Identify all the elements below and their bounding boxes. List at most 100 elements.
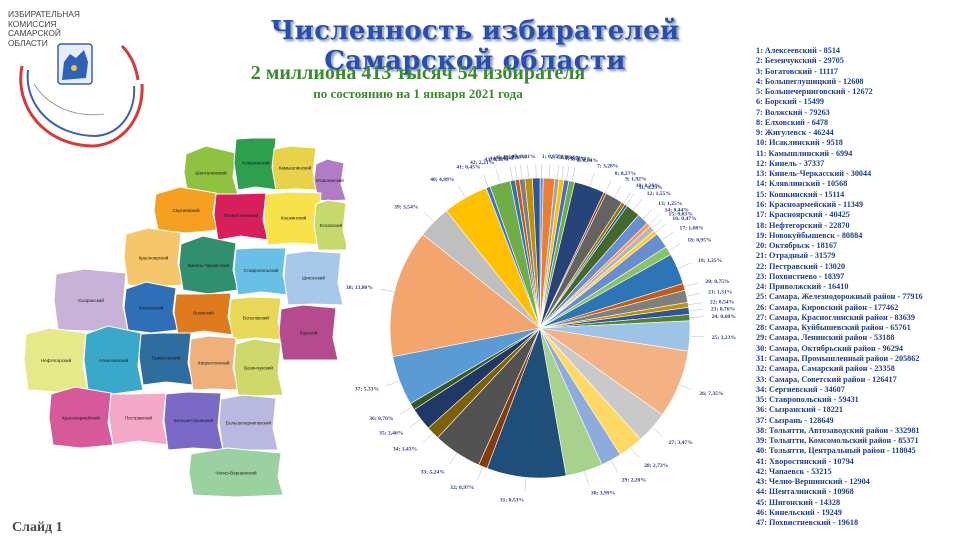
pie-slice-38: [389, 233, 541, 358]
pie-leader-line: [449, 452, 458, 465]
voters-total: 2 миллиона 413 тысяч 54 избирателя: [250, 62, 586, 84]
pie-label-1: 1; 0,35%: [542, 154, 564, 160]
pie-leader-line: [380, 288, 395, 293]
legend-item: 41: Хворостянский - 10794: [756, 456, 854, 466]
pie-label-4: 4; 0,52%: [565, 156, 587, 162]
pie-label-16: 16; 0,47%: [672, 216, 697, 222]
pie-leader-line: [655, 223, 667, 233]
legend-item: 43: Челно-Вершинский - 12904: [756, 477, 870, 487]
pie-leader-line: [684, 282, 698, 288]
pie-label-46: 46; 0,80%: [503, 154, 528, 160]
legend-item: 39: Тольятти, Комсомольский район - 8537…: [756, 436, 919, 446]
pie-leader-line: [589, 173, 595, 187]
pie-leader-line: [496, 169, 501, 184]
pie-leader-line: [623, 191, 632, 204]
legend-item: 42: Чапаевск - 53215: [756, 466, 832, 476]
pie-label-33: 33; 5,24%: [421, 469, 446, 475]
legend-item: 8: Елховский - 6478: [756, 117, 829, 127]
pie-leader-line: [458, 185, 466, 198]
pie-label-27: 27; 3,47%: [669, 440, 694, 446]
legend-item: 37: Сызрань - 128649: [756, 415, 834, 425]
pie-leader-line: [477, 466, 484, 480]
pie-label-9: 9; 1,92%: [625, 177, 647, 183]
legend-item: 10: Исаклинский - 9518: [756, 138, 843, 148]
pie-label-3: 3; 0,46%: [560, 155, 582, 161]
map-region-label: Пестравский: [125, 415, 153, 421]
pie-label-29: 29; 2,20%: [622, 477, 647, 483]
pie-leader-line: [584, 471, 589, 485]
pie-label-23: 23; 0,76%: [711, 306, 736, 312]
legend-item: 9: Жигулевск - 46244: [756, 128, 834, 138]
election-commission-logo: [19, 43, 144, 148]
map-region-label: Большечерниговский: [226, 420, 272, 426]
legend-item: 47: Похвистневский - 19618: [756, 518, 859, 528]
pie-leader-line: [520, 165, 523, 180]
pie-label-44: 44; 0,45%: [490, 156, 515, 162]
pie-label-13: 13; 1,25%: [658, 201, 683, 207]
pie-label-21: 21; 1,31%: [708, 290, 733, 296]
pie-label-14: 14; 0,44%: [665, 207, 690, 213]
pie-label-41: 41; 0,45%: [456, 165, 481, 171]
pie-leader-line: [661, 231, 674, 241]
pie-leader-line: [668, 243, 681, 251]
map-region-label: Хворостянский: [198, 360, 230, 366]
pie-leader-line: [604, 180, 612, 193]
legend-item: 21: Отрадный - 31579: [756, 251, 836, 261]
pie-leader-line: [642, 208, 653, 220]
pie-label-43: 43; 0,53%: [484, 157, 509, 163]
pie-label-34: 34; 1,43%: [393, 446, 418, 452]
legend-item: 5: Большечерниговский - 12672: [756, 87, 873, 97]
district-legend: 1: Алексеевский - 8514 2: Безенчукский - …: [756, 46, 960, 528]
legend-item: 32: Самара, Самарский район - 23358: [756, 364, 895, 374]
legend-item: 30: Самара, Октябрьский район - 96294: [756, 343, 904, 353]
logo-text-line: ИЗБИРАТЕЛЬНАЯ: [8, 9, 80, 19]
voters-pie-chart: 1; 0,35%2; 1,23%3; 0,46%4; 0,52%5; 0,53%…: [346, 154, 736, 503]
map-region-label: Исаклинский: [316, 177, 344, 183]
pie-label-39: 39; 3,54%: [394, 204, 419, 210]
map-region-label: Сызранский: [78, 297, 104, 303]
legend-item: 13: Кинель-Черкасский - 30044: [756, 169, 872, 179]
legend-item: 35: Ставропольский - 59431: [756, 395, 859, 405]
map-region-label: Камышлинский: [279, 165, 312, 171]
logo-text: ИЗБИРАТЕЛЬНАЯ КОМИССИЯ САМАРСКОЙ ОБЛАСТИ: [8, 9, 80, 48]
pie-leader-line: [483, 174, 489, 188]
legend-item: 34: Сергиевский - 34607: [756, 384, 845, 394]
legend-item: 15: Кошкинский - 15114: [756, 189, 845, 199]
pie-label-38: 38; 13,80%: [346, 285, 373, 291]
pie-leader-line: [524, 477, 527, 492]
pie-leader-line: [561, 165, 564, 180]
map-region-label: Сергиевский: [172, 207, 199, 213]
pie-leader-line: [566, 166, 570, 181]
map-region: [278, 304, 339, 361]
pie-leader-line: [678, 384, 693, 390]
map-region-label: Нефтегорский: [41, 357, 72, 363]
legend-item: 22: Пестравский - 13020: [756, 261, 846, 271]
pie-leader-line: [611, 459, 619, 473]
pie-label-15: 15; 0,63%: [669, 212, 694, 218]
map-region-label: Борский: [300, 330, 318, 336]
map-region-label: Красноармейский: [62, 415, 100, 421]
pie-label-31: 31; 8,53%: [500, 497, 525, 503]
pie-label-6: 6; 0,64%: [577, 158, 599, 164]
logo-text-line: КОМИССИЯ: [8, 18, 57, 29]
pie-leader-line: [648, 214, 659, 225]
map-region-label: Волжский: [193, 310, 214, 316]
map-region: [188, 447, 284, 498]
map-region: [313, 199, 346, 251]
map-region-label: Безенчукский: [244, 365, 273, 371]
legend-item: 45: Шигонский - 14328: [756, 497, 841, 507]
map-region-label: Ставропольский: [244, 267, 279, 273]
pie-label-10: 10; 0,39%: [636, 183, 661, 189]
pie-label-28: 28; 2,73%: [644, 463, 669, 469]
map-region: [283, 250, 344, 306]
legend-item: 28: Самара, Куйбышевский район - 65761: [756, 323, 911, 333]
pie-label-35: 35; 2,46%: [379, 430, 404, 436]
logo-text-line: САМАРСКОЙ: [8, 28, 61, 38]
pie-leader-line: [386, 380, 400, 387]
pie-label-17: 17; 1,68%: [680, 225, 705, 231]
legend-item: 25: Самара, Железнодорожный район - 7791…: [756, 292, 923, 302]
legend-item: 11: Камышлинский - 6994: [756, 148, 853, 158]
pie-label-45: 45; 0,59%: [495, 155, 520, 161]
pie-leader-line: [571, 167, 576, 182]
page-title: Численность избирателей Самарской област…: [270, 16, 680, 76]
